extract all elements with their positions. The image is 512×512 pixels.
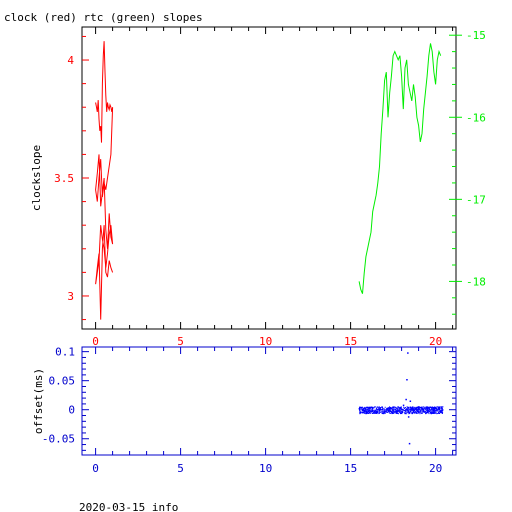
offset-point: [384, 411, 386, 413]
offset-point: [389, 407, 391, 409]
offset-series-group: [358, 352, 444, 445]
offset-panel-frame: [81, 346, 457, 456]
slope-y-tick-label: 3: [67, 290, 74, 303]
offset-point: [407, 416, 410, 418]
slope-y-axis-label: clockslope: [30, 145, 43, 211]
offset-point: [394, 409, 396, 411]
offset-point: [358, 408, 361, 410]
offset-x-tick-label: 20: [429, 462, 442, 475]
offset-y-tick-label: -0.05: [42, 433, 75, 446]
offset-point: [407, 352, 409, 354]
offset-y-axis-label: offset(ms): [32, 368, 45, 434]
slope-y2-tick-label: -16: [466, 111, 486, 124]
offset-point: [418, 406, 420, 408]
slope-x-tick-label: 15: [344, 335, 357, 348]
offset-point: [399, 408, 401, 410]
offset-point: [368, 406, 371, 409]
slope-series-group: [95, 41, 442, 320]
offset-y-axis: -0.05 0 0.05 0.1: [42, 346, 456, 451]
chart-title: clock (red) rtc (green) slopes: [4, 11, 203, 24]
offset-panel: 0 5 10 15 20 -0.05 0 0.05 0.1 offset(ms): [32, 346, 457, 475]
offset-point: [379, 408, 381, 411]
slope-y-axis: 33.54: [54, 35, 89, 321]
slope-x-tick-label: 0: [92, 335, 99, 348]
offset-noise-band: [359, 406, 444, 415]
offset-point: [373, 410, 376, 412]
offset-point: [428, 408, 430, 410]
offset-point: [438, 408, 440, 411]
offset-x-tick-label: 5: [177, 462, 184, 475]
offset-x-tick-label: 15: [344, 462, 357, 475]
slope-x-tick-label: 5: [177, 335, 184, 348]
offset-point: [402, 404, 405, 407]
offset-point: [406, 379, 408, 381]
slope-y2-tick-label: -18: [466, 275, 486, 288]
offset-x-axis: 0 5 10 15 20: [92, 347, 454, 475]
offset-point: [405, 398, 407, 401]
slope-x-tick-label: 20: [429, 335, 442, 348]
offset-y-tick-label: 0.05: [49, 375, 76, 388]
slope-x-tick-label: 10: [259, 335, 272, 348]
offset-point: [404, 412, 406, 415]
slope-y-tick-label: 3.5: [54, 172, 74, 185]
offset-point: [363, 411, 366, 413]
offset-x-tick-label: 0: [92, 462, 99, 475]
offset-point: [441, 409, 444, 411]
slope-y2-tick-label: -17: [466, 193, 486, 206]
offset-point: [433, 411, 435, 413]
offset-point: [408, 442, 411, 445]
offset-y-tick-label: 0: [68, 404, 75, 417]
offset-point: [423, 411, 425, 413]
slope-y2-tick-label: -15: [466, 29, 486, 42]
offset-point: [409, 400, 412, 402]
slope-y-tick-label: 4: [67, 54, 74, 67]
offset-x-tick-label: 10: [259, 462, 272, 475]
slope-panel: 0 5 10 15 20 33.54 -18-17-16-15 clockslope: [30, 26, 486, 348]
slope-panel-frame: [81, 26, 457, 330]
slope-x-axis: 0 5 10 15 20: [92, 27, 454, 348]
offset-y-tick-label: 0.1: [55, 346, 75, 359]
footer-date-label: 2020-03-15 info: [79, 501, 178, 512]
offset-point: [413, 410, 415, 412]
series-line-rtc: [358, 43, 442, 294]
series-line-clock: [95, 41, 114, 320]
slope-y2-axis: -18 -17 -16 -15: [449, 29, 486, 315]
